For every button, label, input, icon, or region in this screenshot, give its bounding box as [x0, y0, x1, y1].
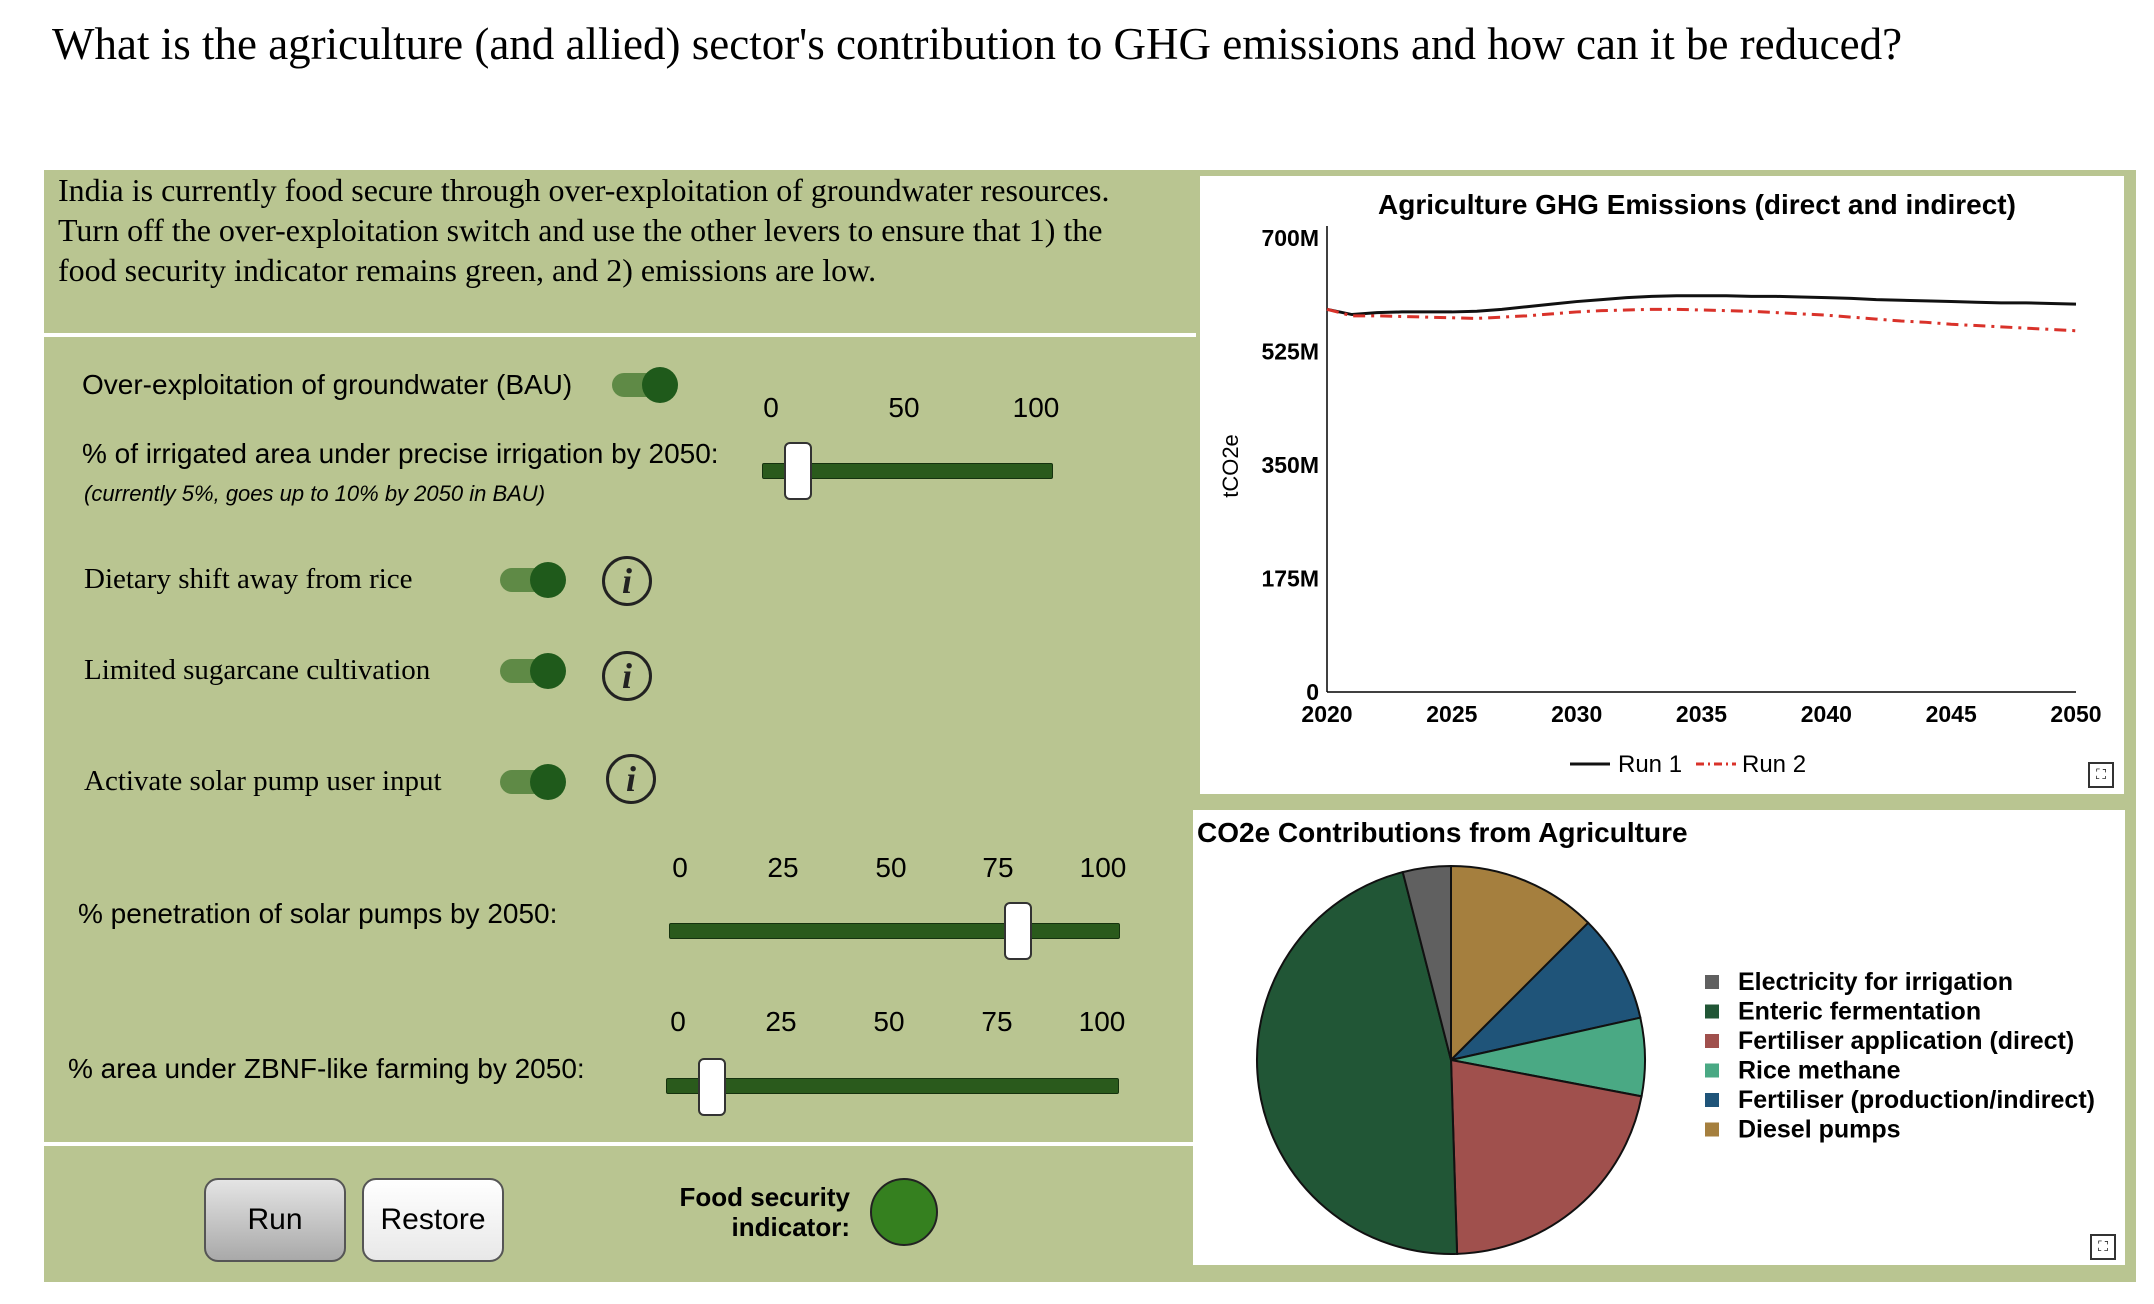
toggle-knob [530, 764, 566, 800]
line-chart-box: Agriculture GHG Emissions (direct and in… [1200, 176, 2124, 794]
pie-chart-box: CO2e Contributions from Agriculture Elect… [1193, 810, 2125, 1265]
x-tick-label: 2045 [1926, 701, 1977, 727]
x-tick-label: 2035 [1676, 701, 1727, 727]
zbnf-slider-thumb[interactable] [697, 1058, 726, 1116]
legend-label: Rice methane [1738, 1057, 1901, 1085]
legend-label: Electricity for irrigation [1738, 968, 2013, 996]
restore-button[interactable]: Restore [362, 1178, 504, 1262]
legend-label-run-1: Run 1 [1618, 751, 1682, 778]
irrigation-tick: 50 [888, 392, 920, 423]
legend-swatch [1705, 1093, 1719, 1107]
legend-swatch [1705, 975, 1719, 989]
pie-slice-electricity-for-irrigation [1401, 864, 1452, 1061]
line-chart-expand-icon[interactable]: ⛶ [2088, 762, 2114, 788]
solar-input-toggle[interactable] [500, 764, 566, 800]
pie-slice-fertiliser-production-indirect [1447, 921, 1642, 1062]
y-tick-label: 525M [1261, 339, 1319, 365]
line-chart-title: Agriculture GHG Emissions (direct and in… [1378, 189, 2016, 220]
legend-swatch [1705, 1063, 1719, 1078]
solar-tick: 25 [767, 852, 799, 883]
zbnf-tick: 75 [981, 1006, 1013, 1037]
y-tick-label: 700M [1261, 225, 1319, 251]
x-tick-label: 2050 [2050, 701, 2101, 727]
contributions-pie-chart: CO2e Contributions from Agriculture Elect… [1197, 817, 2095, 1255]
solar-slider-thumb[interactable] [1004, 902, 1033, 960]
solar-input-label: Activate solar pump user input [84, 765, 442, 797]
run-button[interactable]: Run [204, 1178, 346, 1262]
solar-tick: 75 [982, 852, 1014, 883]
food-security-label: Food security indicator: [650, 1182, 850, 1242]
zbnf-tick: 50 [873, 1006, 905, 1037]
irrigation-slider-track[interactable] [762, 463, 1053, 479]
series-line-run-2 [1326, 307, 2077, 333]
legend-swatch [1705, 1034, 1719, 1048]
irrigation-tick: 100 [1012, 392, 1060, 423]
pie-slice-diesel-pumps [1450, 864, 1590, 1063]
solar-tick: 0 [672, 852, 688, 883]
x-tick-label: 2020 [1301, 701, 1352, 727]
dietary-shift-toggle[interactable] [500, 562, 566, 598]
irrigation-slider-thumb[interactable] [783, 442, 812, 500]
irrigation-note: (currently 5%, goes up to 10% by 2050 in… [84, 481, 546, 506]
groundwater-toggle[interactable] [612, 367, 678, 403]
sugarcane-label: Limited sugarcane cultivation [84, 654, 431, 686]
legend-label-run-2: Run 2 [1742, 751, 1806, 778]
divider [44, 333, 1197, 337]
series-line-run-1 [1326, 294, 2077, 317]
y-tick-label: 175M [1261, 566, 1319, 592]
pie-chart-expand-icon[interactable]: ⛶ [2090, 1234, 2116, 1260]
solar-tick: 100 [1079, 852, 1127, 883]
legend-swatch [1705, 1004, 1719, 1019]
x-tick-label: 2040 [1801, 701, 1852, 727]
dietary-shift-label: Dietary shift away from rice [84, 563, 413, 595]
divider [44, 1142, 1197, 1146]
food-security-label-line1: Food security [679, 1182, 850, 1212]
y-tick-label: 350M [1261, 452, 1319, 478]
toggle-knob [530, 653, 566, 689]
food-security-indicator [870, 1178, 938, 1246]
y-tick-label: 0 [1306, 679, 1319, 705]
solar-tick: 50 [875, 852, 907, 883]
dietary-info-icon[interactable]: i [602, 556, 652, 606]
zbnf-tick: 25 [765, 1006, 797, 1037]
x-tick-label: 2025 [1426, 701, 1477, 727]
toggle-knob [530, 562, 566, 598]
pie-chart-title: CO2e Contributions from Agriculture [1197, 817, 1688, 848]
page-title: What is the agriculture (and allied) sec… [52, 19, 1903, 69]
x-tick-label: 2030 [1551, 701, 1602, 727]
zbnf-slider-track[interactable] [666, 1078, 1119, 1094]
irrigation-label: % of irrigated area under precise irriga… [82, 438, 719, 469]
sugarcane-info-icon[interactable]: i [602, 651, 652, 701]
legend-swatch [1705, 1122, 1719, 1137]
irrigation-tick: 0 [763, 392, 779, 423]
food-security-label-line2: indicator: [731, 1212, 850, 1242]
zbnf-tick: 0 [670, 1006, 686, 1037]
solar-slider-track[interactable] [669, 923, 1120, 939]
sugarcane-toggle[interactable] [500, 653, 566, 689]
legend-label: Fertiliser (production/indirect) [1738, 1086, 2095, 1114]
pie-slice-fertiliser-application-direct [1449, 1058, 1643, 1255]
controls-panel [44, 170, 1197, 1282]
zbnf-tick: 100 [1078, 1006, 1126, 1037]
legend-label: Enteric fermentation [1738, 998, 1981, 1026]
toggle-knob [642, 367, 678, 403]
solar-label: % penetration of solar pumps by 2050: [78, 898, 558, 929]
emissions-line-chart: Agriculture GHG Emissions (direct and in… [1218, 189, 2102, 778]
groundwater-label: Over-exploitation of groundwater (BAU) [82, 369, 573, 400]
instructions-text: India is currently food secure through o… [58, 172, 1110, 288]
pie-slice-enteric-fermentation [1256, 870, 1459, 1255]
solar-info-icon[interactable]: i [606, 754, 656, 804]
legend-label: Fertiliser application (direct) [1738, 1027, 2074, 1055]
legend-label: Diesel pumps [1738, 1116, 1901, 1144]
zbnf-label: % area under ZBNF-like farming by 2050: [68, 1053, 585, 1084]
y-axis-label: tCO2e [1218, 434, 1243, 498]
